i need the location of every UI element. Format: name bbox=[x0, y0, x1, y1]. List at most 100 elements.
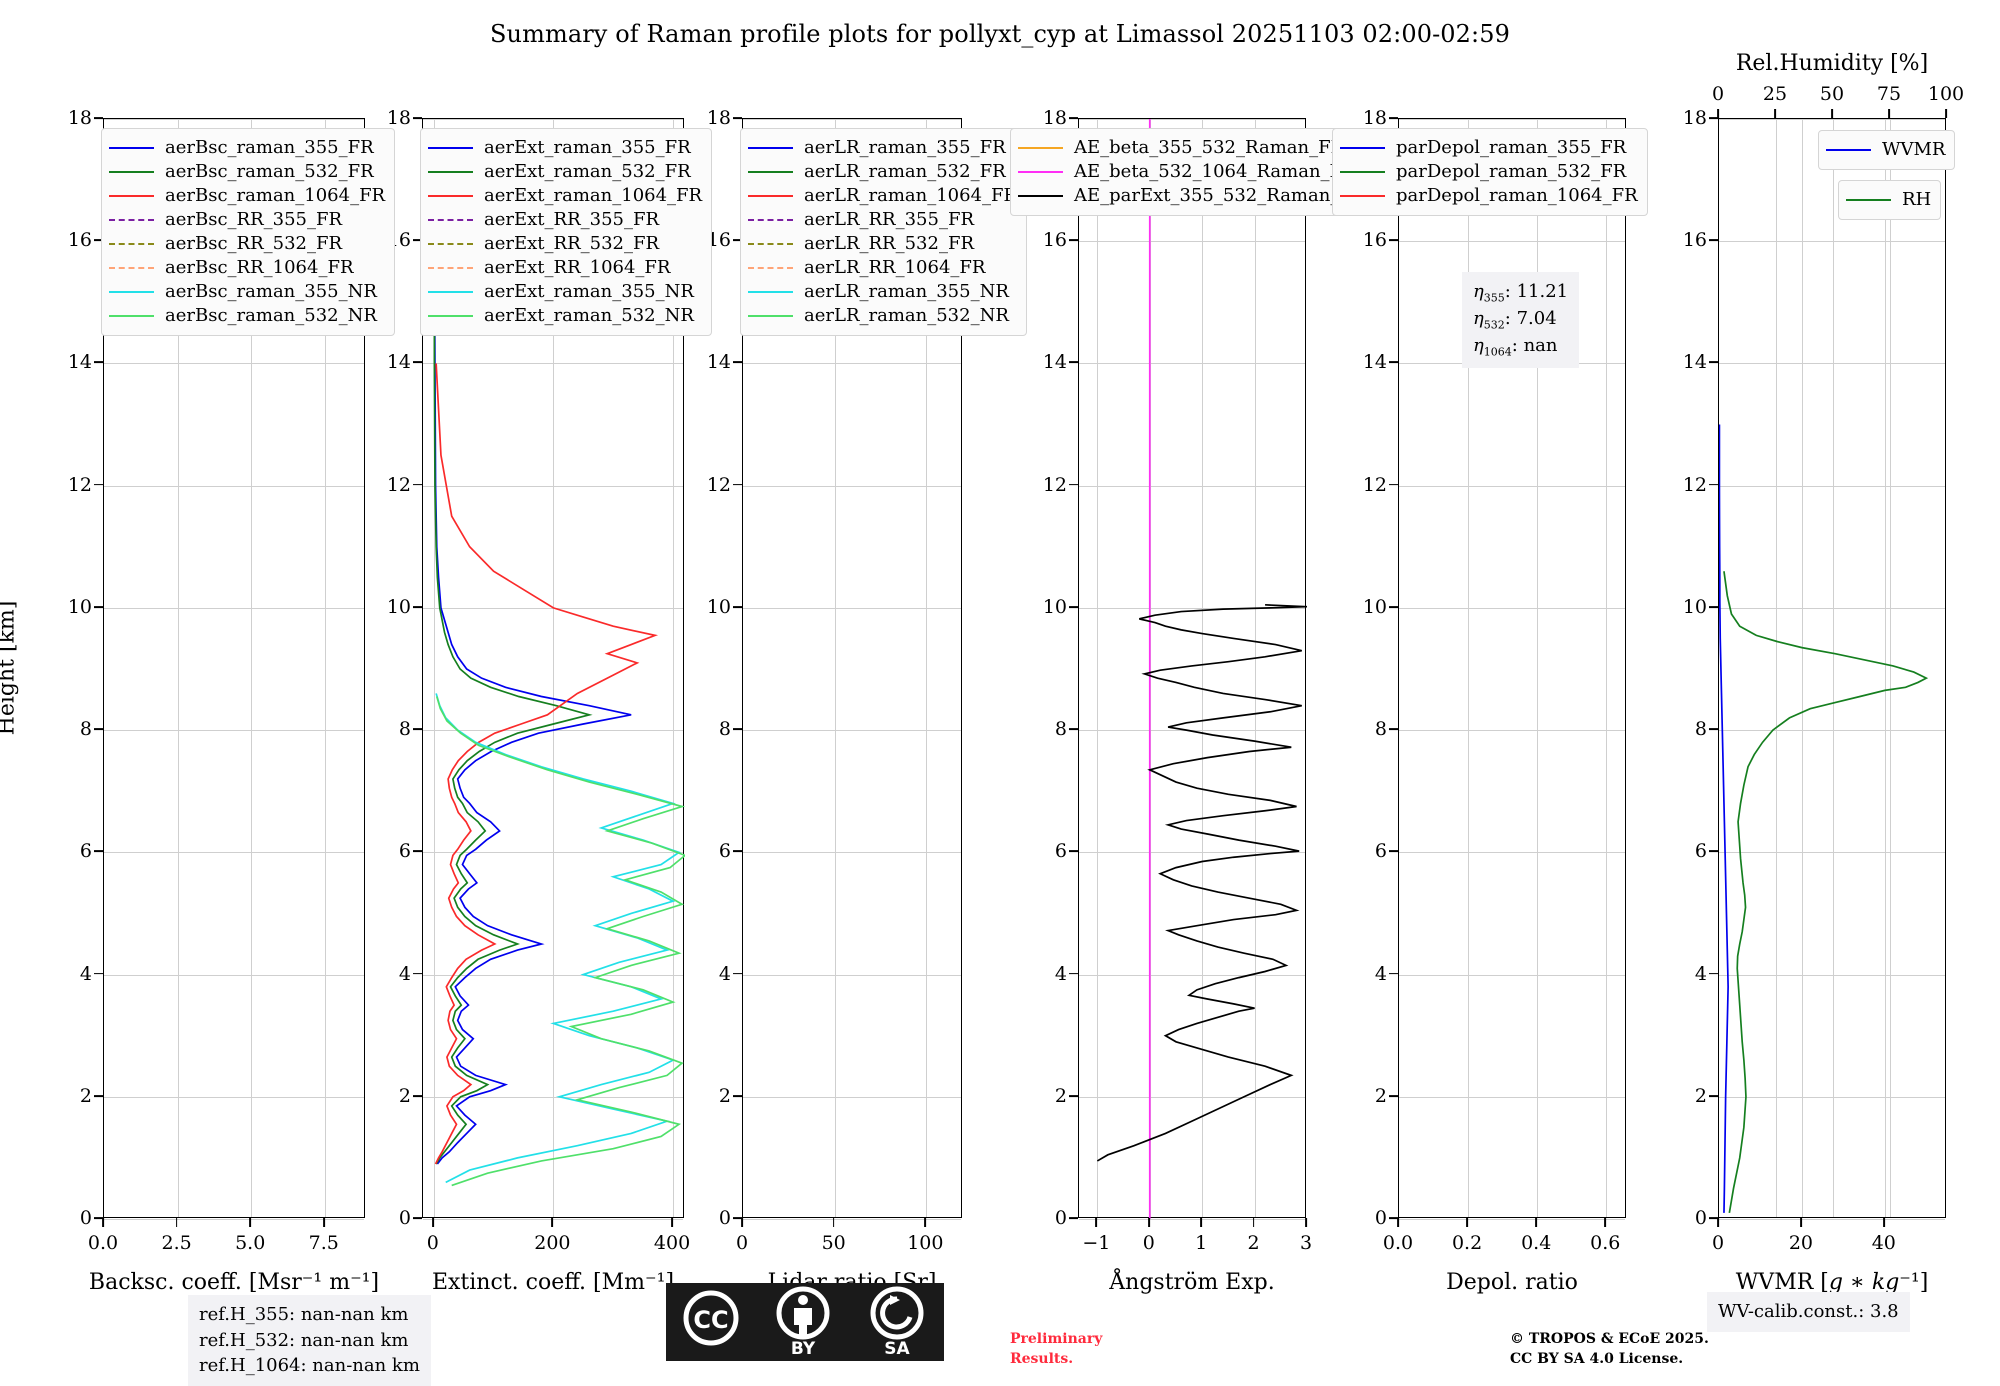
legend-row[interactable]: aerBsc_RR_355_FR bbox=[109, 208, 385, 232]
cc-sa-label: SA bbox=[884, 1339, 910, 1359]
ytick-label: 10 bbox=[1362, 595, 1387, 618]
ytick-mark bbox=[413, 728, 422, 731]
legend-row[interactable]: aerLR_raman_355_FR bbox=[748, 136, 1017, 160]
ytick-label: 6 bbox=[1374, 840, 1387, 863]
legend-label: parDepol_raman_532_FR bbox=[1396, 161, 1627, 182]
legend-row[interactable]: aerExt_RR_532_FR bbox=[428, 232, 702, 256]
ytick-label: 18 bbox=[1362, 107, 1387, 129]
ytick-label: 6 bbox=[79, 840, 92, 863]
legend-swatch-icon bbox=[1340, 147, 1385, 149]
ytick-label: 18 bbox=[386, 107, 411, 129]
ytick-mark bbox=[1389, 361, 1398, 364]
yaxis-title: Height [km] bbox=[0, 600, 20, 736]
gridline-h bbox=[1719, 1096, 1945, 1098]
xaxis-title-angstrom: Ångström Exp. bbox=[1109, 1270, 1275, 1295]
legend-row[interactable]: aerLR_RR_355_FR bbox=[748, 208, 1017, 232]
legend-row[interactable]: WVMR bbox=[1826, 138, 1945, 162]
gridline-v bbox=[324, 119, 326, 1217]
legend-angstrom: AE_beta_355_532_Raman_FR AE_beta_532_1064… bbox=[1010, 128, 1376, 216]
legend-row[interactable]: aerLR_raman_355_NR bbox=[748, 280, 1017, 304]
legend-row[interactable]: aerBsc_raman_355_NR bbox=[109, 280, 385, 304]
top-xtick-label: 50 bbox=[1819, 83, 1845, 105]
ytick-label: 14 bbox=[1362, 351, 1387, 374]
gridline-h bbox=[743, 485, 961, 487]
xtick-mark bbox=[1535, 1218, 1538, 1227]
legend-row[interactable]: aerBsc_raman_1064_FR bbox=[109, 184, 385, 208]
series-aerExt_raman_355_FR bbox=[433, 241, 632, 1165]
ytick-mark bbox=[733, 972, 742, 975]
ytick-mark bbox=[1069, 483, 1078, 486]
legend-swatch-icon bbox=[1018, 171, 1063, 173]
legend-row[interactable]: aerExt_raman_532_FR bbox=[428, 160, 702, 184]
legend-row[interactable]: parDepol_raman_1064_FR bbox=[1340, 184, 1638, 208]
legend-row[interactable]: aerExt_raman_355_NR bbox=[428, 280, 702, 304]
legend-row[interactable]: aerExt_RR_1064_FR bbox=[428, 256, 702, 280]
legend-row[interactable]: aerExt_raman_1064_FR bbox=[428, 184, 702, 208]
ytick-label: 0 bbox=[718, 1207, 731, 1229]
legend-swatch-icon bbox=[748, 315, 793, 317]
legend-row[interactable]: parDepol_raman_355_FR bbox=[1340, 136, 1638, 160]
legend-row[interactable]: aerBsc_raman_355_FR bbox=[109, 136, 385, 160]
legend-row[interactable]: AE_parExt_355_532_Raman_FR bbox=[1018, 184, 1365, 208]
xtick-label: 7.5 bbox=[308, 1232, 339, 1254]
series-aerExt_raman_532_NR bbox=[435, 696, 685, 1187]
legend-row[interactable]: AE_beta_355_532_Raman_FR bbox=[1018, 136, 1365, 160]
legend-row[interactable]: aerLR_raman_1064_FR bbox=[748, 184, 1017, 208]
cc-by-icon: BY bbox=[756, 1283, 850, 1361]
legend-row[interactable]: RH bbox=[1846, 188, 1931, 212]
xtick-label: 3 bbox=[1299, 1232, 1313, 1254]
legend-row[interactable]: parDepol_raman_532_FR bbox=[1340, 160, 1638, 184]
xtick-label: 1 bbox=[1195, 1232, 1208, 1254]
page-title: Summary of Raman profile plots for polly… bbox=[490, 20, 1510, 48]
legend-row[interactable]: aerLR_raman_532_FR bbox=[748, 160, 1017, 184]
ytick-label: 10 bbox=[386, 595, 411, 618]
legend-row[interactable]: aerBsc_RR_1064_FR bbox=[109, 256, 385, 280]
gridline-h bbox=[104, 485, 364, 487]
gridline-h bbox=[1399, 852, 1625, 854]
top-axis-title: Rel.Humidity [%] bbox=[1735, 51, 1929, 76]
gridline-h bbox=[743, 974, 961, 976]
xtick-label: 0 bbox=[1142, 1232, 1155, 1254]
legend-swatch-icon bbox=[748, 267, 793, 269]
xtick-mark bbox=[1252, 1218, 1255, 1227]
legend-row[interactable]: aerExt_raman_532_NR bbox=[428, 304, 702, 328]
gridline-h bbox=[1719, 485, 1945, 487]
legend-row[interactable]: aerLR_RR_532_FR bbox=[748, 232, 1017, 256]
legend-row[interactable]: aerBsc_raman_532_NR bbox=[109, 304, 385, 328]
ytick-mark bbox=[94, 239, 103, 242]
legend-swatch-icon bbox=[428, 267, 473, 269]
legend-swatch-icon bbox=[1340, 171, 1385, 173]
gridline-h bbox=[104, 1096, 364, 1098]
ytick-label: 8 bbox=[718, 718, 731, 741]
ytick-mark bbox=[733, 728, 742, 731]
ytick-mark bbox=[94, 483, 103, 486]
legend-label: aerExt_RR_355_FR bbox=[484, 209, 660, 230]
svg-text:CC: CC bbox=[693, 1306, 728, 1334]
legend-label: aerLR_raman_355_NR bbox=[804, 281, 1009, 302]
ytick-label: 12 bbox=[1362, 473, 1387, 496]
xtick-label: −1 bbox=[1082, 1232, 1111, 1254]
xtick-mark bbox=[551, 1218, 554, 1227]
xtick-label: 40 bbox=[1871, 1232, 1896, 1254]
legend-row[interactable]: aerExt_raman_355_FR bbox=[428, 136, 702, 160]
gridline-h bbox=[1399, 1219, 1625, 1220]
top-xtick-label: 25 bbox=[1762, 83, 1788, 105]
xtick-label: 200 bbox=[534, 1232, 571, 1254]
xtick-mark bbox=[1397, 1218, 1399, 1227]
legend-row[interactable]: aerBsc_RR_532_FR bbox=[109, 232, 385, 256]
gridline-h bbox=[1719, 119, 1945, 120]
legend-row[interactable]: aerLR_RR_1064_FR bbox=[748, 256, 1017, 280]
ytick-mark bbox=[413, 1094, 422, 1097]
gridline-h bbox=[743, 119, 961, 120]
xtick-label: 20 bbox=[1788, 1232, 1813, 1254]
legend-row[interactable]: aerLR_raman_532_NR bbox=[748, 304, 1017, 328]
legend-row[interactable]: aerExt_RR_355_FR bbox=[428, 208, 702, 232]
xtick-mark bbox=[671, 1218, 673, 1227]
legend-swatch-icon bbox=[428, 171, 473, 173]
legend-row[interactable]: aerBsc_raman_532_FR bbox=[109, 160, 385, 184]
legend-swatch-icon bbox=[1340, 195, 1385, 197]
xtick-label: 50 bbox=[821, 1232, 846, 1254]
legend-label: AE_beta_355_532_Raman_FR bbox=[1074, 137, 1345, 158]
ytick-label: 18 bbox=[67, 107, 92, 129]
legend-row[interactable]: AE_beta_532_1064_Raman_FR bbox=[1018, 160, 1365, 184]
